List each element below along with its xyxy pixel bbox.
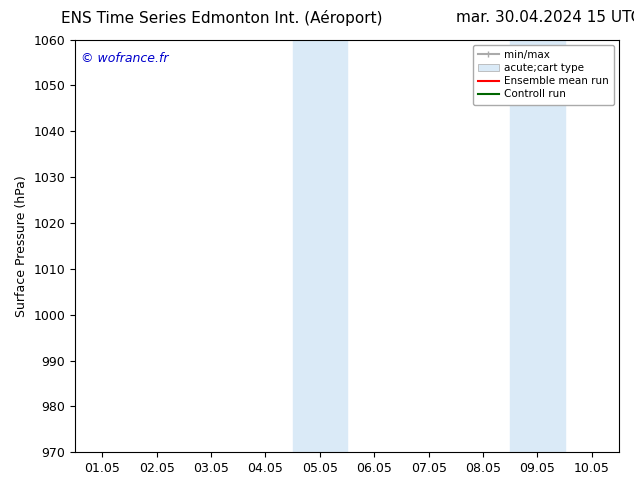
Text: mar. 30.04.2024 15 UTC: mar. 30.04.2024 15 UTC — [456, 10, 634, 25]
Legend: min/max, acute;cart type, Ensemble mean run, Controll run: min/max, acute;cart type, Ensemble mean … — [472, 45, 614, 104]
Bar — [510, 40, 538, 452]
Bar — [293, 40, 320, 452]
Text: © wofrance.fr: © wofrance.fr — [81, 52, 168, 65]
Text: ENS Time Series Edmonton Int. (Aéroport): ENS Time Series Edmonton Int. (Aéroport) — [61, 10, 383, 26]
Bar — [320, 40, 347, 452]
Bar — [538, 40, 565, 452]
Y-axis label: Surface Pressure (hPa): Surface Pressure (hPa) — [15, 175, 28, 317]
